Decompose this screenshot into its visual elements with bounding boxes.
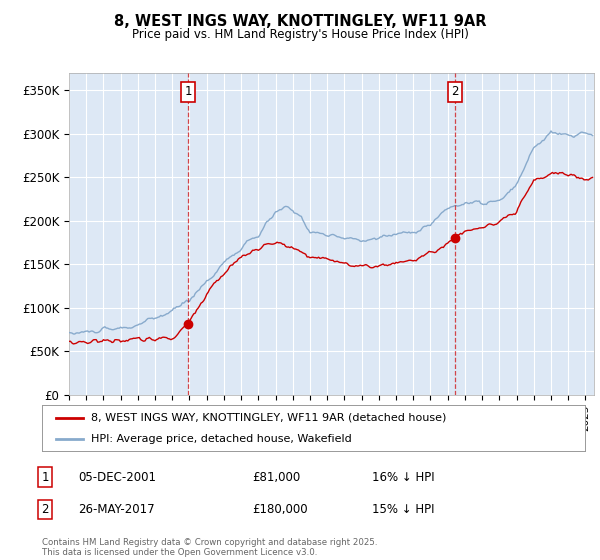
Text: 1: 1 bbox=[184, 86, 192, 99]
Text: 2: 2 bbox=[41, 503, 49, 516]
Text: 8, WEST INGS WAY, KNOTTINGLEY, WF11 9AR (detached house): 8, WEST INGS WAY, KNOTTINGLEY, WF11 9AR … bbox=[91, 413, 446, 423]
Text: Contains HM Land Registry data © Crown copyright and database right 2025.
This d: Contains HM Land Registry data © Crown c… bbox=[42, 538, 377, 557]
Text: Price paid vs. HM Land Registry's House Price Index (HPI): Price paid vs. HM Land Registry's House … bbox=[131, 28, 469, 41]
Text: 26-MAY-2017: 26-MAY-2017 bbox=[78, 503, 155, 516]
Text: 05-DEC-2001: 05-DEC-2001 bbox=[78, 470, 156, 484]
Text: 15% ↓ HPI: 15% ↓ HPI bbox=[372, 503, 434, 516]
Text: £81,000: £81,000 bbox=[252, 470, 300, 484]
Text: 16% ↓ HPI: 16% ↓ HPI bbox=[372, 470, 434, 484]
Text: HPI: Average price, detached house, Wakefield: HPI: Average price, detached house, Wake… bbox=[91, 435, 352, 444]
Text: 1: 1 bbox=[41, 470, 49, 484]
Text: £180,000: £180,000 bbox=[252, 503, 308, 516]
Text: 2: 2 bbox=[451, 86, 458, 99]
Text: 8, WEST INGS WAY, KNOTTINGLEY, WF11 9AR: 8, WEST INGS WAY, KNOTTINGLEY, WF11 9AR bbox=[114, 14, 486, 29]
